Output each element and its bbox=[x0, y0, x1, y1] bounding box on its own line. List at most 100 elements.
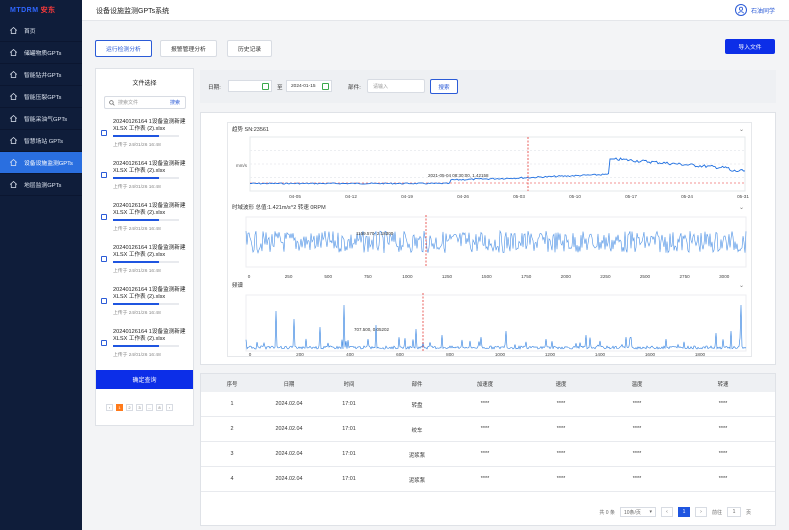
sidebar-item-label: 设备设施监测GPTs bbox=[24, 161, 73, 167]
file-name: 20240126164 1设备监测新建 XLSX 工作表 (2).xlsx bbox=[113, 203, 186, 216]
table-row[interactable]: 2 2024.02.04 17:01 绞车 **** **** **** **** bbox=[201, 417, 775, 442]
table-cell: **** bbox=[556, 451, 566, 457]
x-tick-label: 04-12 bbox=[345, 194, 357, 199]
sidebar-item[interactable]: 智能钻井GPTs bbox=[0, 64, 82, 86]
file-checkbox[interactable] bbox=[101, 172, 107, 178]
table-row[interactable]: 3 2024.02.04 17:01 泥浆泵 **** **** **** **** bbox=[201, 442, 775, 467]
tab-run-analysis[interactable]: 运行检测分析 bbox=[95, 40, 152, 57]
tab-label: 报警管理分析 bbox=[171, 47, 206, 53]
import-file-button[interactable]: 导入文件 bbox=[725, 39, 775, 54]
file-page-button[interactable]: ‹ bbox=[106, 404, 113, 411]
x-tick-label: 2250 bbox=[600, 274, 611, 279]
file-item[interactable]: 20240126164 1设备监测新建 XLSX 工作表 (2).xlsx 上传于… bbox=[96, 283, 193, 325]
file-progress-fill bbox=[113, 345, 160, 347]
sidebar-item[interactable]: 智能采油气GPTs bbox=[0, 108, 82, 130]
table-cell: **** bbox=[632, 451, 642, 457]
file-checkbox[interactable] bbox=[101, 130, 107, 136]
column-header: 温度 bbox=[631, 382, 643, 388]
page-number[interactable]: 1 bbox=[677, 507, 690, 517]
file-item[interactable]: 20240126164 1设备监测新建 XLSX 工作表 (2).xlsx 上传于… bbox=[96, 115, 193, 157]
file-item[interactable]: 20240126164 1设备监测新建 XLSX 工作表 (2).xlsx 上传于… bbox=[96, 157, 193, 199]
table-cell: **** bbox=[480, 401, 490, 407]
column-header: 日期 bbox=[283, 382, 295, 388]
waveform-series-line bbox=[245, 229, 747, 254]
user-menu[interactable]: 石油同学 bbox=[734, 4, 775, 16]
file-item[interactable]: 20240126164 1设备监测新建 XLSX 工作表 (2).xlsx 上传于… bbox=[96, 241, 193, 283]
table-cell: **** bbox=[718, 401, 728, 407]
chevron-down-icon: ⌄ bbox=[739, 127, 744, 133]
x-tick-label: 1500 bbox=[481, 274, 492, 279]
page-size-select[interactable]: 10条/页 ▾ bbox=[619, 507, 656, 517]
file-progress-fill bbox=[113, 219, 160, 221]
file-item[interactable]: 20240126164 1设备监测新建 XLSX 工作表 (2).xlsx 上传于… bbox=[96, 199, 193, 241]
table-cell: 泥浆泵 bbox=[408, 478, 426, 484]
home-icon bbox=[9, 136, 18, 145]
file-name: 20240126164 1设备监测新建 XLSX 工作表 (2).xlsx bbox=[113, 119, 186, 132]
table-cell: 2 bbox=[230, 426, 234, 432]
part-input[interactable]: 请输入 bbox=[367, 79, 425, 93]
file-progress-fill bbox=[113, 135, 160, 137]
tab-history[interactable]: 历史记录 bbox=[227, 40, 273, 57]
table-row[interactable]: 1 2024.02.04 17:01 转盘 **** **** **** **** bbox=[201, 392, 775, 417]
file-upload-time: 上传于 24/01/26 16:48 bbox=[113, 353, 161, 358]
file-name: 20240126164 1设备监测新建 XLSX 工作表 (2).xlsx bbox=[113, 245, 186, 258]
column-header: 速度 bbox=[555, 382, 567, 388]
chevron-down-icon: ⌄ bbox=[739, 283, 744, 289]
trend-series-line bbox=[249, 157, 746, 185]
search-icon bbox=[109, 99, 115, 106]
filter-search-button[interactable]: 搜索 bbox=[430, 79, 458, 94]
table-row[interactable]: 4 2024.02.04 17:01 泥浆泵 **** **** **** **** bbox=[201, 467, 775, 492]
file-search-placeholder: 搜索文件 bbox=[118, 100, 139, 106]
sidebar-item[interactable]: 设备设施监测GPTs bbox=[0, 152, 82, 174]
file-checkbox[interactable] bbox=[101, 214, 107, 220]
goto-page-input[interactable]: 1 bbox=[726, 507, 741, 517]
chart-title: 趋势 SN:23561 bbox=[232, 125, 269, 133]
file-search-button[interactable]: 搜索 bbox=[169, 100, 180, 106]
prev-page-button[interactable]: ‹ bbox=[660, 507, 673, 517]
x-tick-label: 04-05 bbox=[289, 194, 301, 199]
file-search-input[interactable]: 搜索文件 搜索 bbox=[104, 96, 186, 109]
file-page-button[interactable]: 8 bbox=[156, 404, 163, 411]
column-header: 加速度 bbox=[476, 382, 494, 388]
sidebar-item-label: 智慧场站 GPTs bbox=[24, 139, 63, 145]
table-cell: **** bbox=[556, 476, 566, 482]
file-page-button[interactable]: 2 bbox=[126, 404, 133, 411]
file-checkbox[interactable] bbox=[101, 340, 107, 346]
sidebar-item[interactable]: 储罐物质GPTs bbox=[0, 42, 82, 64]
charts-svg: 趋势 SN:23561 ⌄ mm/s 2021-05-04 08:30:00, 1.4… bbox=[232, 125, 749, 357]
sidebar-item[interactable]: 地层监测GPTs bbox=[0, 174, 82, 196]
confirm-query-button[interactable]: 确定查询 bbox=[96, 370, 193, 389]
file-page-button[interactable]: 3 bbox=[136, 404, 143, 411]
table-cell: **** bbox=[556, 401, 566, 407]
file-upload-time: 上传于 24/01/26 16:48 bbox=[113, 269, 161, 274]
file-checkbox[interactable] bbox=[101, 298, 107, 304]
chevron-down-icon: ⌄ bbox=[739, 205, 744, 211]
next-page-button[interactable]: › bbox=[694, 507, 707, 517]
file-item[interactable]: 20240126164 1设备监测新建 XLSX 工作表 (2).xlsx 上传于… bbox=[96, 325, 193, 367]
date-label: 日期: bbox=[208, 85, 221, 91]
home-icon bbox=[9, 158, 18, 167]
sidebar-item[interactable]: 智慧场站 GPTs bbox=[0, 130, 82, 152]
tab-alarm-management[interactable]: 报警管理分析 bbox=[160, 40, 217, 57]
date-from-input[interactable] bbox=[228, 80, 272, 92]
table-cell: **** bbox=[718, 426, 728, 432]
x-tick-label: 05-03 bbox=[513, 194, 525, 199]
chart-title: 时域波形 总值:1.421m/s^2 转速 0RPM bbox=[232, 203, 326, 211]
x-tick-label: 3000 bbox=[719, 274, 730, 279]
sidebar-item[interactable]: 智能压裂GPTs bbox=[0, 86, 82, 108]
tab-label: 运行检测分析 bbox=[106, 47, 141, 53]
sidebar-item[interactable]: 首页 bbox=[0, 20, 82, 42]
date-to-input[interactable]: 2024-01-15 bbox=[286, 80, 332, 92]
x-tick-label: 250 bbox=[285, 274, 293, 279]
file-page-button[interactable]: 1 bbox=[116, 404, 123, 411]
header: 设备设施监测GPTs系统 石油同学 bbox=[82, 0, 789, 21]
file-progress-bar bbox=[113, 135, 179, 137]
x-tick-label: 05-10 bbox=[569, 194, 581, 199]
table-cell: **** bbox=[718, 451, 728, 457]
file-checkbox[interactable] bbox=[101, 256, 107, 262]
file-panel: 文件选择 搜索文件 搜索 20240126164 1设备监测新建 XLSX 工作… bbox=[95, 68, 194, 426]
file-page-button[interactable]: › bbox=[166, 404, 173, 411]
table-cell: **** bbox=[480, 426, 490, 432]
table-cell: **** bbox=[480, 476, 490, 482]
file-page-button[interactable]: … bbox=[146, 404, 153, 411]
